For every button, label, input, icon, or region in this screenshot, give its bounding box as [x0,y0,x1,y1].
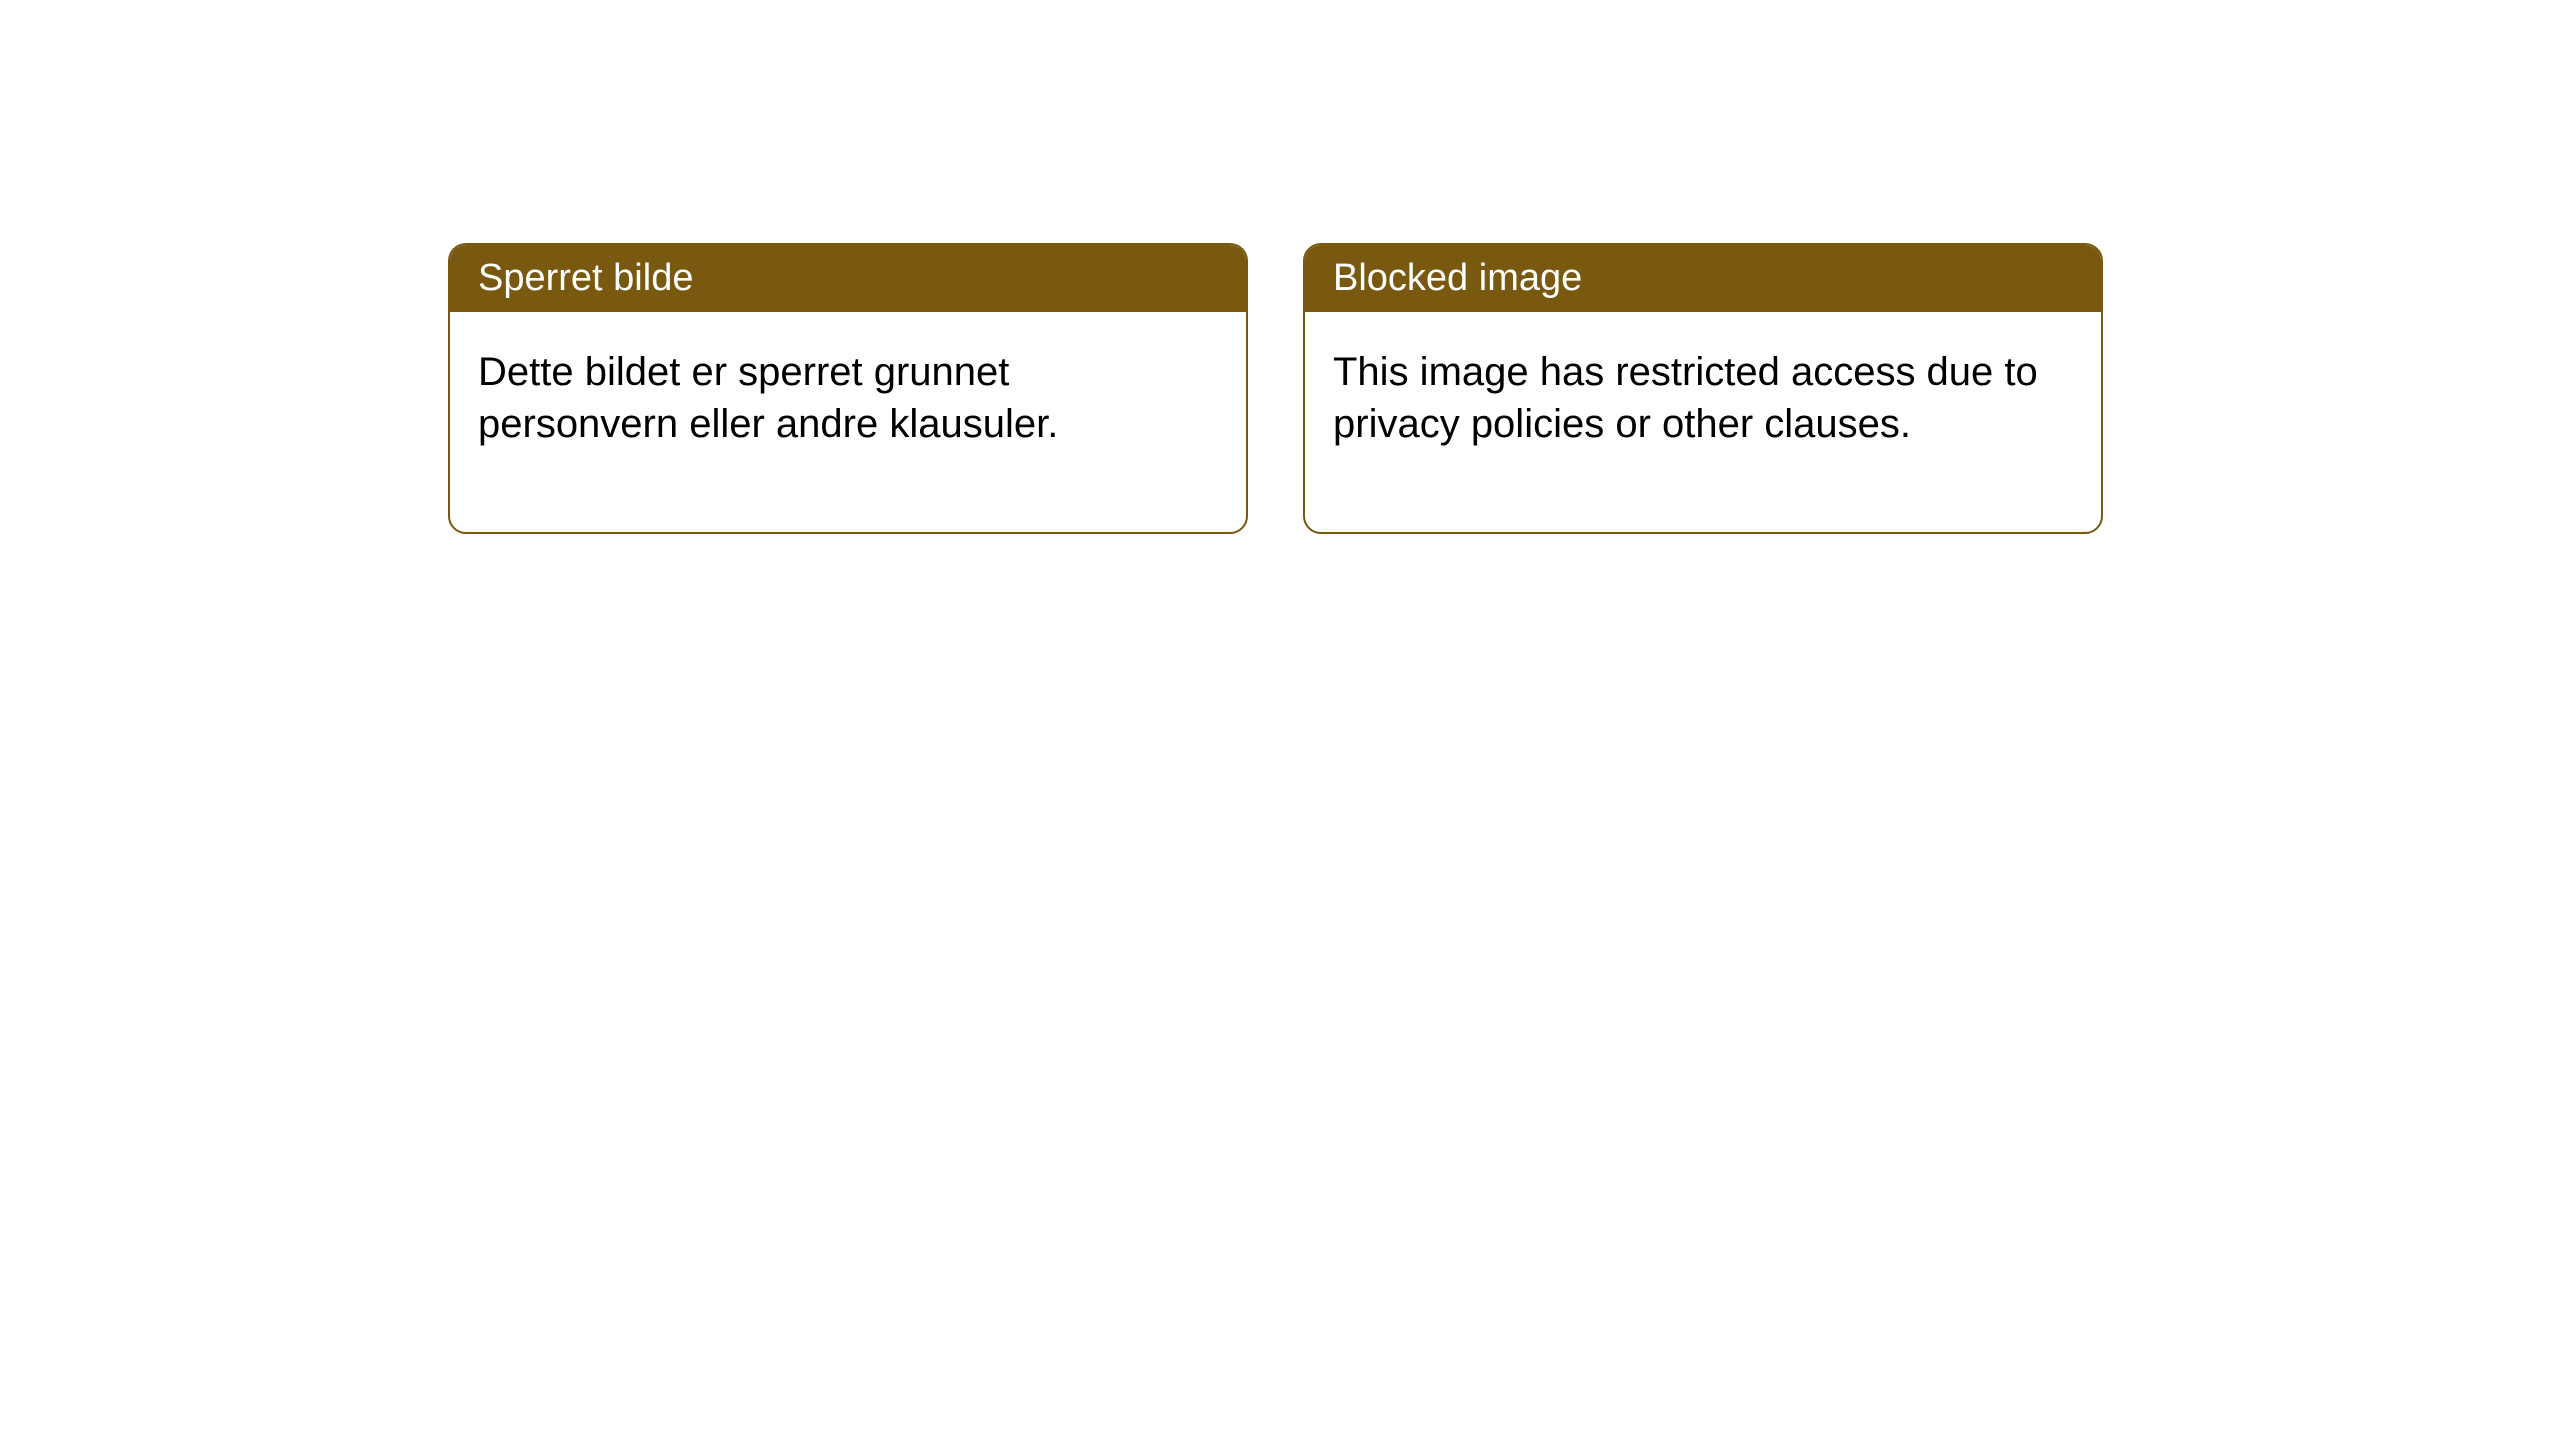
card-header: Sperret bilde [450,245,1246,312]
notice-card-norwegian: Sperret bilde Dette bildet er sperret gr… [448,243,1248,534]
card-body: This image has restricted access due to … [1305,312,2101,532]
card-header: Blocked image [1305,245,2101,312]
card-message: Dette bildet er sperret grunnet personve… [478,350,1058,446]
card-title: Blocked image [1333,257,1582,299]
card-title: Sperret bilde [478,257,693,299]
card-body: Dette bildet er sperret grunnet personve… [450,312,1246,532]
card-message: This image has restricted access due to … [1333,350,2038,446]
notice-card-english: Blocked image This image has restricted … [1303,243,2103,534]
notice-container: Sperret bilde Dette bildet er sperret gr… [448,243,2103,534]
